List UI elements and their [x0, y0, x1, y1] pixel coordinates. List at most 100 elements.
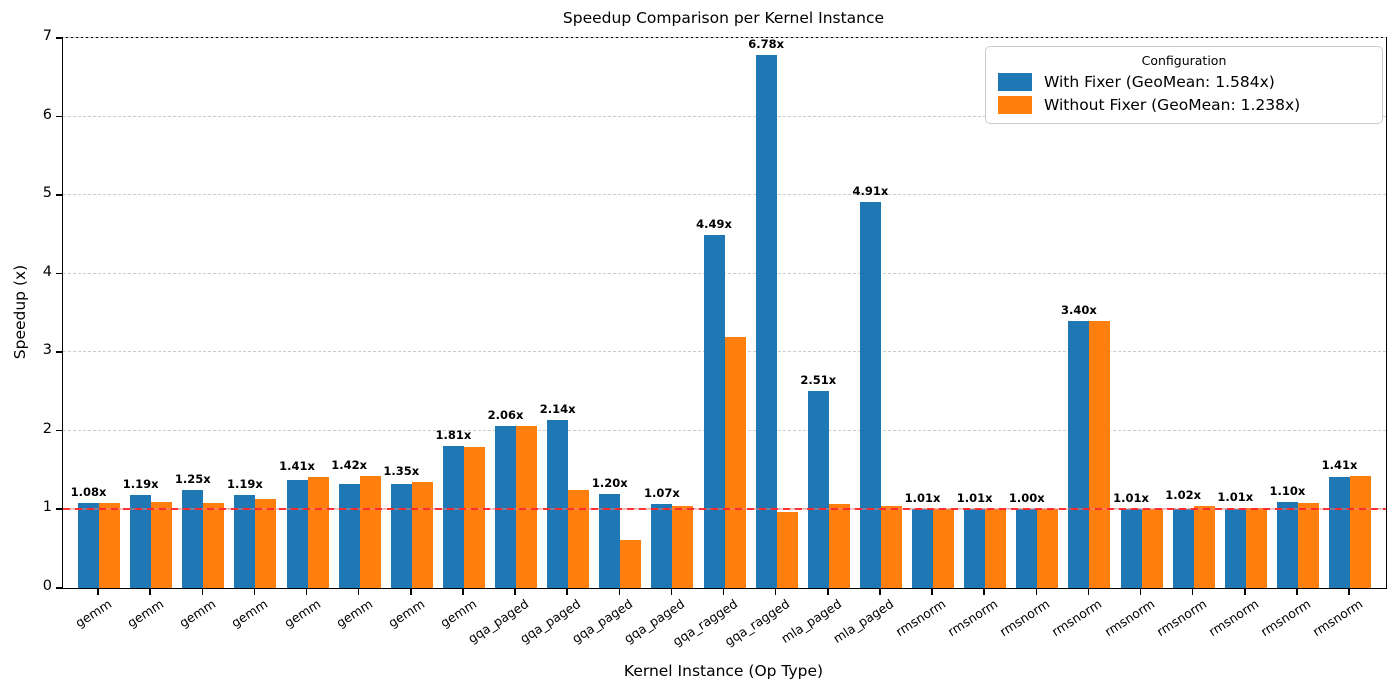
bar-with-fixer — [599, 493, 621, 588]
y-tick-mark — [56, 37, 62, 39]
bar-value-label: 2.06x — [487, 408, 524, 423]
y-tick-label: 3 — [42, 342, 52, 359]
bar-without-fixer — [568, 489, 590, 588]
bar-value-label: 1.35x — [383, 463, 420, 478]
plot-area: 1.08x 1.19x 1.25x 1.19x 1.41x 1.42x 1.35x 1.81x… — [62, 37, 1387, 589]
bar-without-fixer — [463, 447, 485, 588]
bar-without-fixer — [985, 509, 1007, 588]
x-tick-mark — [774, 588, 777, 595]
y-gridline — [63, 194, 1386, 196]
bar-with-fixer — [1068, 320, 1090, 588]
x-axis-label: Kernel Instance (Op Type) — [623, 662, 824, 680]
x-tick-mark — [410, 588, 412, 595]
bar-without-fixer — [1350, 476, 1371, 588]
bar-without-fixer — [1037, 509, 1059, 588]
y-tick-label: 2 — [42, 420, 52, 437]
bar-with-fixer — [390, 484, 412, 588]
bar-with-fixer — [495, 426, 516, 588]
bar-without-fixer — [99, 503, 120, 588]
y-tick-mark — [56, 351, 62, 353]
bar-with-fixer — [442, 445, 464, 588]
bar-with-fixer — [807, 390, 829, 588]
bar-value-label: 6.78x — [748, 37, 785, 52]
bar-with-fixer — [1016, 509, 1038, 588]
x-tick-mark — [566, 588, 568, 595]
bar-with-fixer — [78, 503, 99, 588]
bar-value-label: 1.19x — [226, 476, 263, 491]
x-tick-mark — [618, 588, 620, 595]
bar-without-fixer — [307, 477, 329, 588]
x-tick-mark — [1348, 588, 1350, 595]
bar-without-fixer — [620, 540, 642, 588]
y-gridline — [63, 115, 1386, 117]
bar-value-label: 1.01x — [956, 490, 993, 505]
bar-value-label: 1.01x — [1217, 489, 1254, 504]
bar-with-fixer — [234, 494, 256, 588]
bar-without-fixer — [411, 481, 433, 588]
y-tick-mark — [56, 272, 62, 275]
bar-without-fixer — [151, 502, 173, 588]
bar-value-label: 1.41x — [1321, 458, 1358, 473]
legend-entry-label: Without Fixer (GeoMean: 1.238x) — [1044, 96, 1301, 114]
bar-value-label: 2.51x — [800, 372, 837, 387]
x-tick-mark — [97, 588, 99, 595]
bar-value-label: 1.00x — [1008, 491, 1045, 506]
legend: Configuration With Fixer (GeoMean: 1.584… — [985, 46, 1383, 124]
x-tick-mark — [1139, 588, 1142, 595]
bar-without-fixer — [516, 426, 537, 588]
y-gridline — [63, 272, 1386, 274]
x-tick-mark — [1244, 588, 1246, 595]
bar-without-fixer — [1297, 503, 1319, 588]
bar-without-fixer — [933, 508, 954, 588]
y-tick-mark — [56, 115, 62, 118]
x-tick-mark — [827, 588, 829, 595]
x-tick-mark — [983, 588, 985, 595]
bar-value-label: 1.01x — [1113, 490, 1149, 505]
bar-value-label: 4.49x — [696, 217, 732, 232]
x-tick-mark — [253, 588, 256, 595]
bar-with-fixer — [547, 419, 569, 588]
y-tick-mark — [56, 508, 62, 510]
y-tick-label: 5 — [42, 185, 52, 202]
bar-with-fixer — [1172, 508, 1194, 588]
bar-without-fixer — [880, 506, 902, 588]
bar-without-fixer — [1089, 320, 1111, 588]
bar-with-fixer — [1329, 477, 1350, 588]
bar-value-label: 3.40x — [1060, 302, 1097, 317]
x-tick-mark — [462, 588, 464, 595]
bar-with-fixer — [651, 503, 673, 588]
bar-value-label: 1.02x — [1165, 488, 1202, 503]
bar-value-label: 1.42x — [331, 458, 368, 473]
bar-with-fixer — [755, 55, 777, 588]
bar-with-fixer — [703, 235, 725, 588]
x-tick-mark — [931, 588, 933, 595]
bar-value-label: 1.10x — [1269, 483, 1306, 498]
x-tick-mark — [879, 588, 881, 595]
reference-line — [63, 508, 1386, 511]
y-tick-label: 7 — [42, 28, 52, 44]
chart-title: Speedup Comparison per Kernel Instance — [562, 9, 885, 27]
bar-value-label: 1.25x — [174, 471, 211, 486]
bar-without-fixer — [776, 511, 798, 588]
x-tick-mark — [149, 588, 151, 595]
without-fixer-swatch — [998, 96, 1032, 114]
bar-with-fixer — [286, 480, 308, 588]
bar-value-label: 2.14x — [539, 401, 576, 416]
bar-without-fixer — [203, 503, 225, 588]
x-tick-mark — [722, 588, 725, 595]
bar-without-fixer — [255, 499, 277, 588]
x-tick-mark — [514, 588, 516, 595]
x-tick-mark — [1296, 588, 1298, 595]
legend-title: Configuration — [1141, 53, 1227, 68]
bar-without-fixer — [1141, 508, 1163, 588]
y-tick-mark — [56, 429, 62, 432]
x-tick-mark — [1191, 588, 1194, 595]
bar-value-label: 1.07x — [643, 485, 680, 500]
bar-without-fixer — [1193, 506, 1215, 588]
bar-with-fixer — [182, 489, 204, 588]
y-tick-mark — [56, 587, 62, 589]
bar-with-fixer — [1120, 508, 1142, 588]
y-tick-mark — [56, 194, 62, 196]
bar-with-fixer — [964, 508, 986, 588]
